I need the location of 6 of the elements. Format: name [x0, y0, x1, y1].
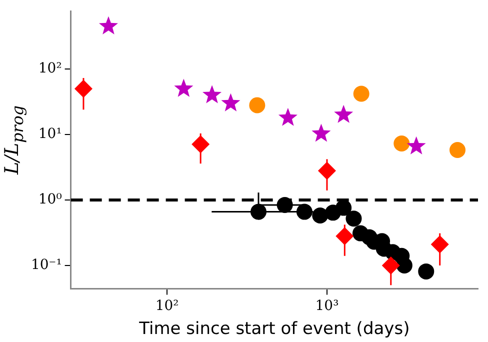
x-tick-label: 10³	[315, 298, 339, 314]
y-tick-label: 10⁻¹	[30, 257, 62, 274]
y-tick-label: 10⁰	[38, 192, 62, 208]
y-tick-label: 10¹	[38, 126, 62, 142]
y-tick-label: 10²	[38, 60, 62, 77]
x-axis-title: Time since start of event (days)	[138, 319, 410, 340]
